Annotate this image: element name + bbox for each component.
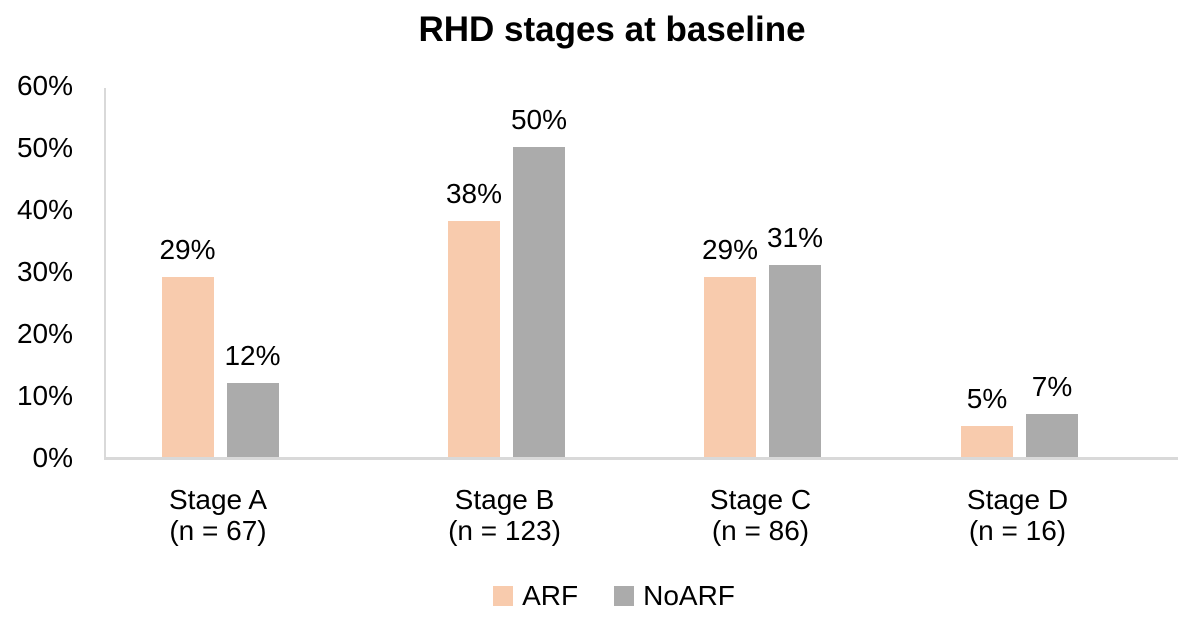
bar-arf-stage-d xyxy=(961,426,1013,457)
y-tick-label-50: 50% xyxy=(16,132,73,163)
bar-noarf-stage-b xyxy=(513,147,565,457)
chart-title: RHD stages at baseline xyxy=(418,10,806,49)
category-count: (n = 123) xyxy=(448,515,561,546)
x-category-label-stage-c: Stage C (n = 86) xyxy=(651,484,871,546)
legend-label: ARF xyxy=(522,580,579,611)
legend-label: NoARF xyxy=(643,580,735,611)
data-label-noarf-stage-b: 50% xyxy=(510,104,568,135)
bar-arf-stage-c xyxy=(704,277,756,457)
plot-area: 29% 12% 38% 50% 29% 31% 5% 7% xyxy=(104,88,1178,460)
bar-noarf-stage-c xyxy=(769,264,821,457)
data-label-arf-stage-c: 29% xyxy=(701,234,759,266)
y-tick-label-60: 60% xyxy=(16,70,73,101)
data-label-noarf-stage-a: 12% xyxy=(224,339,281,371)
x-category-label-stage-d: Stage D (n = 16) xyxy=(908,484,1128,546)
category-name: Stage D xyxy=(966,484,1069,515)
data-label-arf-stage-d: 5% xyxy=(966,383,1008,414)
category-name: Stage A xyxy=(168,484,268,515)
y-tick-label-30: 30% xyxy=(16,256,73,287)
legend-swatch-icon xyxy=(493,586,514,606)
y-tick-label-20: 20% xyxy=(16,318,73,349)
data-label-noarf-stage-c: 31% xyxy=(766,221,824,253)
bar-noarf-stage-d xyxy=(1026,413,1078,457)
legend: ARF NoARF xyxy=(14,579,1200,613)
y-tick-label-0: 0% xyxy=(32,442,73,473)
x-category-label-stage-b: Stage B (n = 123) xyxy=(395,484,615,546)
legend-item-arf: ARF xyxy=(493,581,578,611)
x-category-label-stage-a: Stage A (n = 67) xyxy=(108,484,328,546)
y-tick-label-40: 40% xyxy=(16,194,73,225)
data-label-arf-stage-a: 29% xyxy=(159,234,216,266)
bar-arf-stage-a xyxy=(161,277,214,457)
data-label-noarf-stage-d: 7% xyxy=(1031,370,1073,402)
bar-arf-stage-b xyxy=(448,221,500,457)
category-name: Stage C xyxy=(709,484,812,515)
legend-item-noarf: NoARF xyxy=(614,581,735,611)
category-count: (n = 16) xyxy=(968,515,1067,546)
legend-swatch-icon xyxy=(614,586,635,606)
category-count: (n = 86) xyxy=(711,515,810,546)
category-name: Stage B xyxy=(454,484,555,515)
category-count: (n = 67) xyxy=(169,515,267,546)
bar-noarf-stage-a xyxy=(226,382,279,457)
data-label-arf-stage-b: 38% xyxy=(445,178,503,210)
y-tick-label-10: 10% xyxy=(16,380,73,411)
